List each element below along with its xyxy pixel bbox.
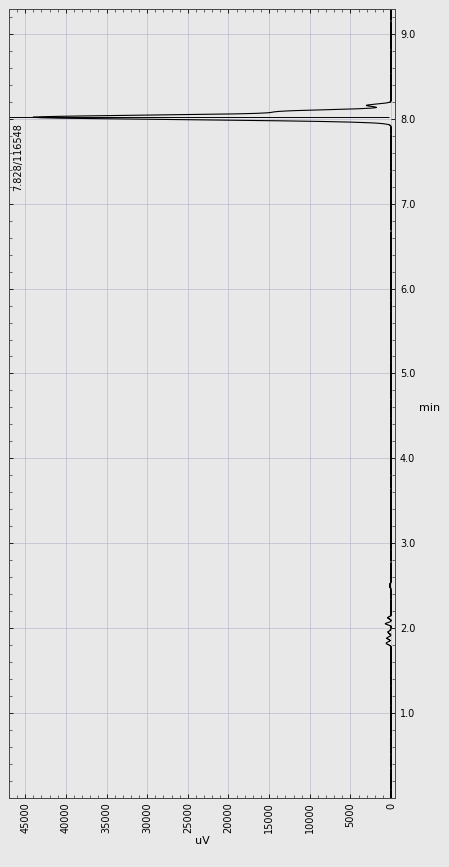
Text: 7.828/116548: 7.828/116548 — [13, 123, 23, 191]
X-axis label: uV: uV — [195, 836, 209, 846]
Y-axis label: min: min — [418, 403, 440, 414]
